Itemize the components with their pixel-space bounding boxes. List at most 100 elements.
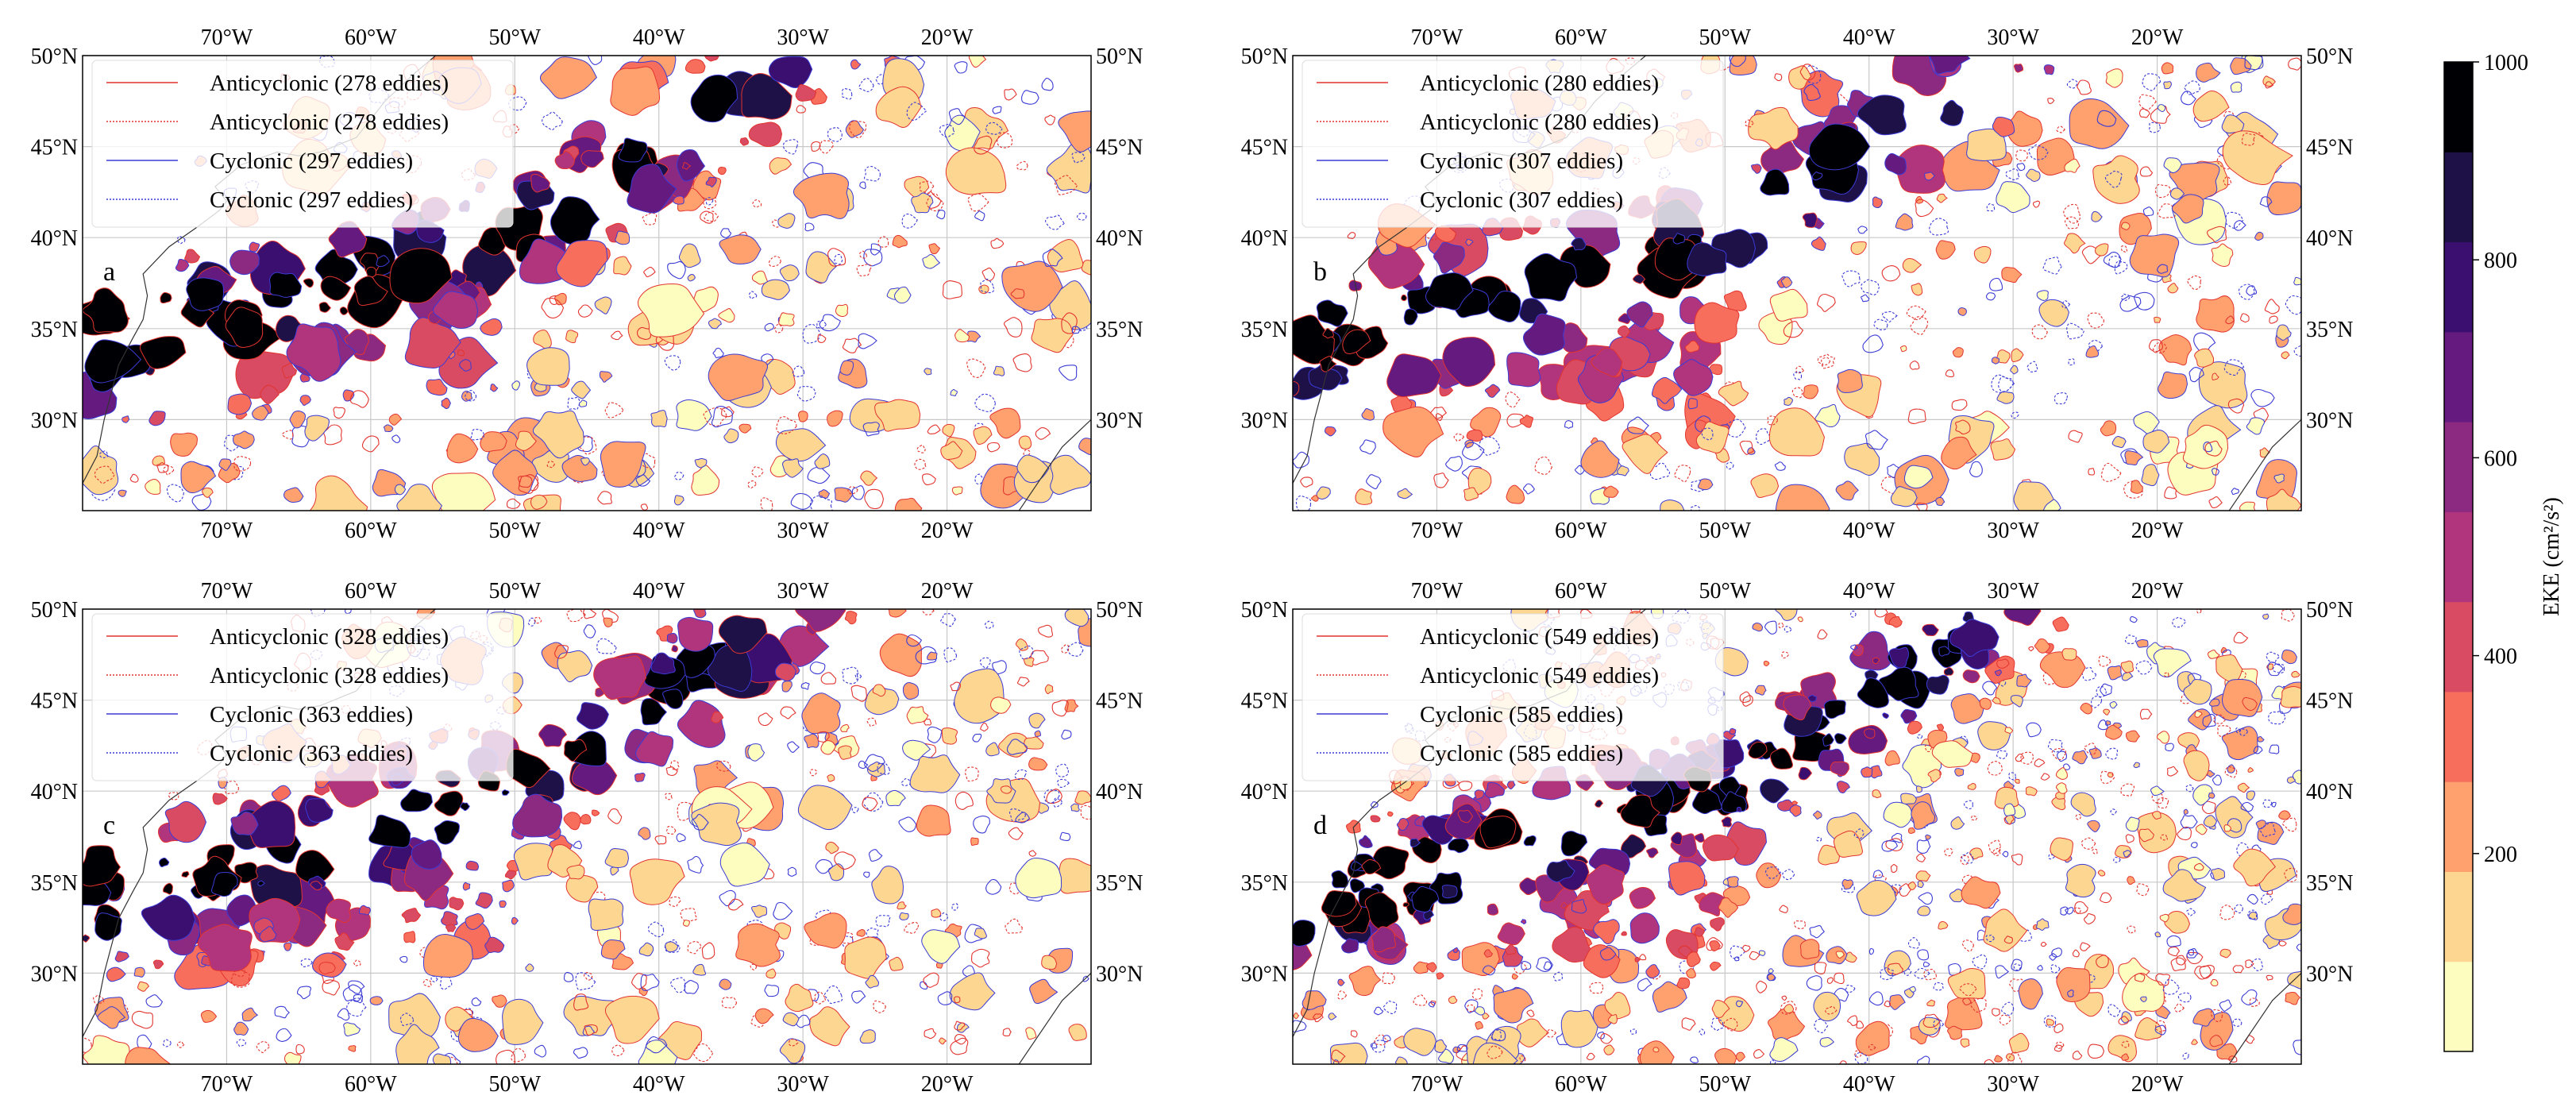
legend-entry: Cyclonic (363 eddies) bbox=[210, 741, 413, 766]
anticyclonic-eddy bbox=[1442, 337, 1496, 388]
anticyclonic-eddy bbox=[94, 465, 115, 484]
cyclonic-eddy bbox=[773, 901, 793, 920]
cyclonic-eddy bbox=[1521, 961, 1532, 970]
cyclonic-eddy bbox=[1366, 474, 1382, 490]
anticyclonic-eddy bbox=[480, 431, 507, 453]
cyclonic-eddy bbox=[1806, 975, 1822, 991]
cyclonic-eddy bbox=[705, 197, 714, 206]
cyclonic-eddy bbox=[1736, 806, 1742, 812]
cyclonic-eddy bbox=[2282, 903, 2301, 925]
lon-tick-bottom: 40°W bbox=[1843, 519, 1895, 543]
anticyclonic-eddy bbox=[1992, 696, 2001, 704]
anticyclonic-eddy bbox=[862, 797, 878, 812]
cyclonic-eddy bbox=[1411, 885, 1440, 912]
cyclonic-eddy bbox=[1730, 945, 1746, 959]
cyclonic-eddy bbox=[691, 813, 709, 831]
anticyclonic-eddy bbox=[825, 841, 839, 854]
lat-tick-left: 35°N bbox=[31, 871, 78, 896]
cyclonic-eddy bbox=[850, 59, 862, 70]
anticyclonic-eddy bbox=[2281, 351, 2290, 360]
anticyclonic-eddy bbox=[2265, 81, 2274, 89]
anticyclonic-eddy bbox=[2003, 935, 2014, 944]
anticyclonic-eddy bbox=[1519, 415, 1534, 428]
anticyclonic-eddy bbox=[894, 497, 923, 511]
anticyclonic-eddy bbox=[819, 140, 834, 154]
anticyclonic-eddy bbox=[840, 723, 850, 732]
anticyclonic-eddy bbox=[2120, 783, 2135, 797]
cyclonic-eddy bbox=[1070, 803, 1080, 812]
cyclonic-eddy bbox=[723, 428, 739, 444]
anticyclonic-eddy bbox=[2014, 64, 2024, 73]
anticyclonic-eddy bbox=[1936, 193, 1948, 203]
lon-tick-bottom: 20°W bbox=[921, 1072, 974, 1097]
cyclonic-eddy bbox=[2085, 345, 2100, 358]
cyclonic-eddy bbox=[635, 474, 651, 487]
lon-tick-top: 70°W bbox=[1411, 579, 1463, 604]
anticyclonic-eddy bbox=[2077, 79, 2092, 95]
anticyclonic-eddy bbox=[2139, 166, 2154, 177]
cyclonic-eddy bbox=[2192, 1008, 2215, 1027]
anticyclonic-eddy bbox=[1560, 902, 1568, 908]
cyclonic-eddy bbox=[121, 415, 130, 423]
anticyclonic-eddy bbox=[750, 1014, 765, 1028]
cyclonic-eddy bbox=[164, 800, 207, 843]
anticyclonic-eddy bbox=[942, 423, 955, 438]
anticyclonic-eddy bbox=[2072, 1051, 2083, 1060]
anticyclonic-eddy bbox=[1906, 305, 1926, 321]
cyclonic-eddy bbox=[665, 941, 679, 953]
cyclonic-eddy bbox=[2107, 665, 2123, 681]
cyclonic-eddy bbox=[777, 213, 796, 229]
cyclonic-eddy bbox=[337, 1008, 350, 1021]
cyclonic-eddy bbox=[484, 936, 505, 954]
cyclonic-eddy bbox=[863, 165, 881, 182]
cyclonic-eddy bbox=[2036, 290, 2049, 301]
cyclonic-eddy bbox=[2268, 711, 2286, 725]
anticyclonic-eddy bbox=[642, 212, 657, 226]
cyclonic-eddy bbox=[525, 963, 534, 972]
anticyclonic-eddy bbox=[1684, 340, 1700, 353]
cyclonic-eddy bbox=[345, 609, 353, 615]
anticyclonic-eddy bbox=[256, 1041, 270, 1054]
anticyclonic-eddy bbox=[1487, 903, 1499, 916]
cyclonic-eddy bbox=[1977, 721, 2011, 750]
anticyclonic-eddy bbox=[1044, 684, 1054, 695]
cyclonic-eddy bbox=[2096, 110, 2117, 127]
anticyclonic-eddy bbox=[1458, 781, 1473, 792]
lon-tick-bottom: 60°W bbox=[1555, 1072, 1607, 1097]
lat-tick-left: 30°N bbox=[31, 408, 78, 433]
anticyclonic-eddy bbox=[1745, 119, 1755, 128]
cyclonic-eddy bbox=[2198, 361, 2248, 409]
anticyclonic-eddy bbox=[735, 923, 781, 967]
anticyclonic-eddy bbox=[310, 881, 322, 890]
anticyclonic-eddy bbox=[2236, 670, 2246, 680]
colorbar-level bbox=[2444, 422, 2473, 512]
anticyclonic-eddy bbox=[2011, 853, 2023, 866]
cyclonic-eddy bbox=[1764, 620, 1777, 635]
cyclonic-eddy bbox=[1841, 878, 1854, 890]
cyclonic-eddy bbox=[985, 878, 1002, 895]
cyclonic-eddy bbox=[2114, 260, 2128, 275]
cyclonic-eddy bbox=[1718, 776, 1741, 797]
cyclonic-eddy bbox=[2211, 867, 2226, 881]
panel-a: 70°W70°W60°W60°W50°W50°W40°W40°W30°W30°W… bbox=[31, 25, 1143, 543]
cyclonic-eddy bbox=[1571, 899, 1587, 914]
anticyclonic-eddy bbox=[1779, 905, 1788, 913]
anticyclonic-eddy bbox=[722, 997, 738, 1009]
cyclonic-eddy bbox=[399, 1013, 415, 1026]
lat-tick-left: 50°N bbox=[1241, 44, 1288, 69]
anticyclonic-eddy bbox=[1047, 238, 1084, 273]
anticyclonic-eddy bbox=[796, 105, 806, 114]
cyclonic-eddy bbox=[1903, 465, 1934, 489]
cyclonic-eddy bbox=[1861, 294, 1870, 303]
cyclonic-eddy bbox=[218, 458, 232, 471]
cyclonic-eddy bbox=[1789, 804, 1802, 817]
anticyclonic-eddy bbox=[1907, 720, 1922, 735]
cyclonic-eddy bbox=[2183, 808, 2188, 815]
anticyclonic-eddy bbox=[1711, 1000, 1730, 1018]
anticyclonic-eddy bbox=[1739, 691, 1751, 704]
legend-box bbox=[91, 613, 514, 781]
cyclonic-eddy bbox=[2246, 790, 2256, 800]
anticyclonic-eddy bbox=[1874, 874, 1887, 882]
lon-tick-top: 40°W bbox=[633, 579, 685, 604]
cyclonic-eddy bbox=[2150, 785, 2165, 797]
